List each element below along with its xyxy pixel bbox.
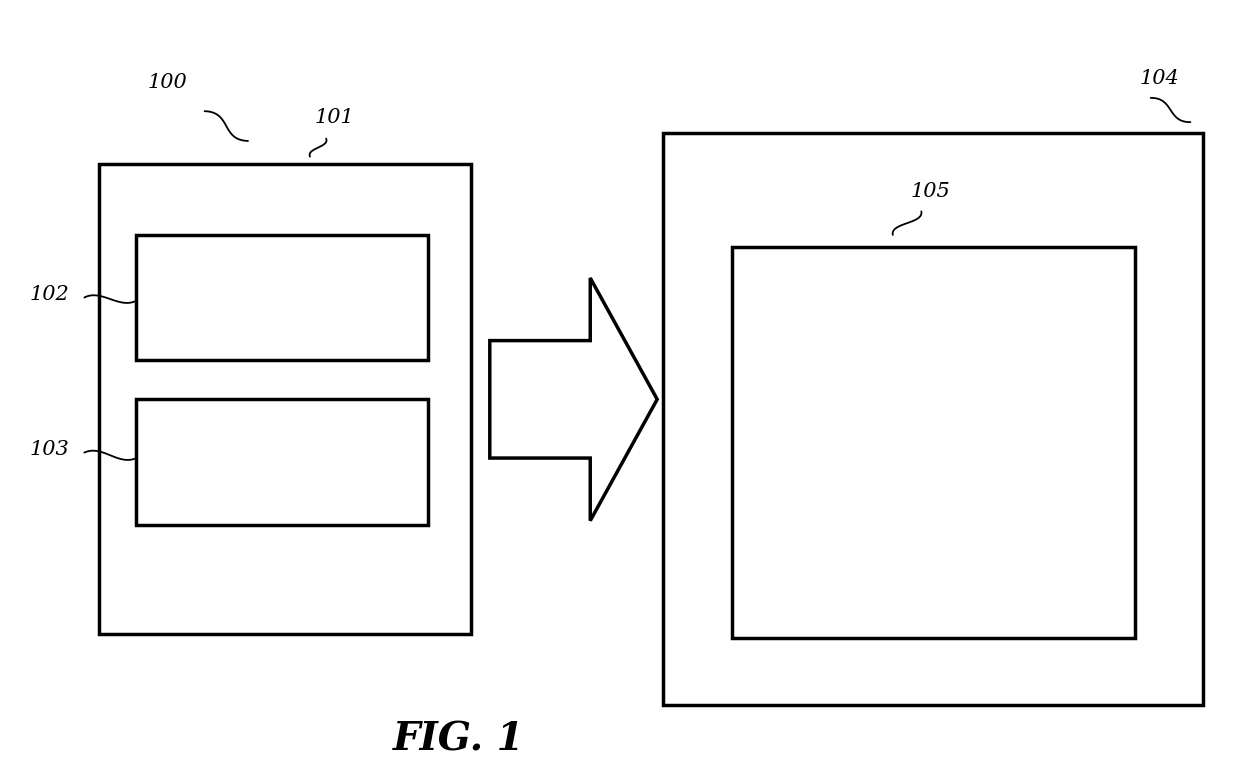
Text: 101: 101: [315, 108, 355, 127]
Bar: [663, 133, 1203, 705]
Text: 102: 102: [30, 285, 69, 304]
Polygon shape: [490, 278, 657, 521]
Text: 103: 103: [30, 440, 69, 459]
Bar: [136, 399, 428, 525]
Bar: [136, 235, 428, 360]
Bar: [732, 247, 1135, 638]
Text: 100: 100: [148, 73, 187, 92]
Bar: [99, 164, 471, 634]
Text: 105: 105: [910, 182, 950, 201]
Text: 104: 104: [1140, 69, 1179, 88]
Text: FIG. 1: FIG. 1: [393, 721, 525, 759]
